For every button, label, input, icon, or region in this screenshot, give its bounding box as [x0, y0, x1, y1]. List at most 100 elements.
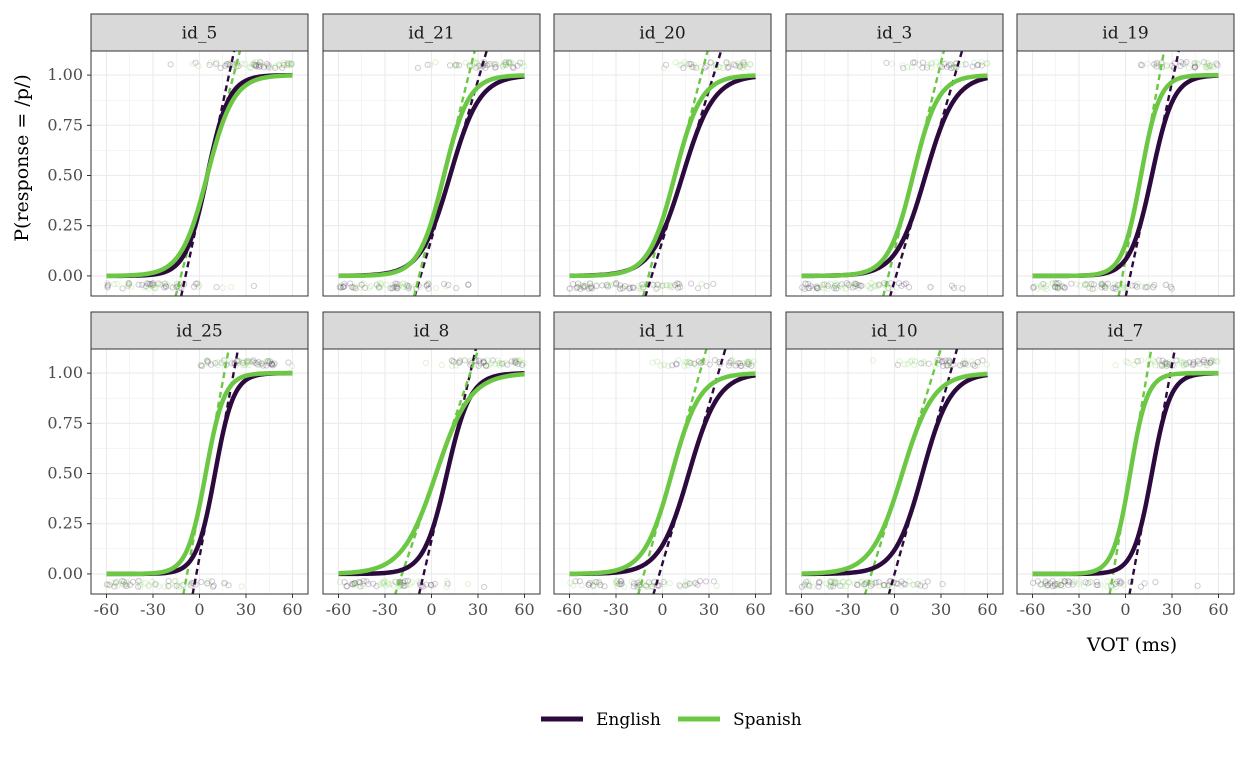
grid	[91, 349, 308, 594]
panel-border	[553, 50, 772, 297]
strip-background	[785, 13, 1004, 52]
raw-points	[567, 356, 757, 591]
x-tick-label: -60	[557, 600, 583, 619]
x-tick-label: -30	[140, 600, 166, 619]
x-tick-label: 60	[977, 600, 997, 619]
x-tick-label: 0	[889, 600, 899, 619]
x-tick-label: -60	[789, 600, 815, 619]
y-tick-label: 0.50	[47, 166, 83, 185]
curve-spanish	[801, 73, 988, 279]
raw-points	[566, 59, 754, 292]
strip-label: id_21	[408, 24, 454, 44]
facet-id_11: id_11 -60 -30 0 30 60	[553, 311, 772, 619]
x-tick-label: 0	[1120, 600, 1130, 619]
x-axis-title: VOT (ms)	[1086, 634, 1177, 656]
tangent-english	[413, 51, 488, 296]
strip-label: id_20	[639, 24, 685, 44]
curve-spanish	[569, 73, 756, 279]
grid	[1017, 51, 1234, 296]
raw-points	[103, 357, 296, 591]
y-tick-label: 0.25	[47, 514, 83, 533]
curve-spanish	[801, 371, 988, 576]
y-tick-label: 0.00	[47, 266, 83, 285]
x-tick-label: 60	[1208, 600, 1228, 619]
y-tick-label: 0.50	[47, 464, 83, 483]
strip-label: id_11	[639, 322, 685, 342]
x-tick-label: 0	[426, 600, 436, 619]
strip-background	[1016, 13, 1235, 52]
strip-label: id_25	[176, 322, 222, 342]
curve-spanish	[106, 370, 293, 577]
y-tick-label: 0.00	[47, 564, 83, 583]
y-tick-label: 1.00	[47, 363, 83, 382]
tangent-english	[644, 51, 723, 296]
y-tick-label: 0.75	[47, 115, 83, 134]
x-tick-label: -30	[835, 600, 861, 619]
curve-english	[338, 371, 525, 577]
facet-id_25: id_25 -60 -30 0 30 60 0.00 0.25 0.50 0.75 1.00	[47, 311, 309, 619]
y-tick-label: 1.00	[47, 65, 83, 84]
facet-id_5: id_5 0.00 0.25 0.50 0.75 1.00	[47, 13, 309, 297]
curve-spanish	[338, 371, 525, 576]
x-tick-label: 30	[468, 600, 488, 619]
facet-id_20: id_20	[553, 13, 772, 297]
panel-border	[322, 50, 541, 297]
y-tick-label: 0.25	[47, 216, 83, 235]
facet-id_19: id_19	[1016, 13, 1235, 297]
facet-id_8: id_8 -60 -30 0 30 60	[322, 311, 541, 619]
strip-label: id_3	[877, 24, 913, 44]
y-tick-label: 0.75	[47, 413, 83, 432]
strip-background	[785, 311, 1004, 350]
strip-label: id_10	[871, 322, 917, 342]
x-tick-label: -30	[372, 600, 398, 619]
strip-background	[90, 13, 309, 52]
tangent-spanish	[863, 349, 942, 594]
raw-points	[1029, 356, 1221, 591]
facet-id_3: id_3	[785, 13, 1004, 297]
raw-points	[336, 356, 527, 591]
x-tick-label: -30	[603, 600, 629, 619]
curve-spanish	[106, 73, 293, 279]
x-tick-label: 60	[282, 600, 302, 619]
grid	[323, 349, 540, 594]
x-tick-label: -30	[1066, 600, 1092, 619]
grid	[554, 51, 771, 296]
strip-label: id_7	[1108, 322, 1144, 342]
strip-label: id_5	[182, 24, 218, 44]
strip-background	[553, 311, 772, 350]
legend-label-spanish: Spanish	[733, 710, 802, 730]
curve-spanish	[1032, 72, 1219, 279]
curve-spanish	[338, 73, 525, 279]
panel-border	[785, 50, 1004, 297]
strip-label: id_19	[1102, 24, 1148, 44]
legend-label-english: English	[596, 710, 661, 730]
x-tick-label: 30	[931, 600, 951, 619]
panel-border	[1016, 50, 1235, 297]
strip-background	[1016, 311, 1235, 350]
x-tick-label: -60	[94, 600, 120, 619]
x-tick-label: 30	[1162, 600, 1182, 619]
strip-background	[322, 311, 541, 350]
x-tick-label: 60	[745, 600, 765, 619]
strip-label: id_8	[414, 322, 450, 342]
x-tick-label: 60	[514, 600, 534, 619]
x-tick-label: -60	[1020, 600, 1046, 619]
facet-id_21: id_21	[322, 13, 541, 297]
raw-points	[336, 59, 528, 292]
raw-points	[1030, 58, 1221, 293]
y-axis-title: P(response = /p/)	[11, 74, 33, 241]
curve-spanish	[569, 371, 756, 577]
raw-points	[798, 357, 990, 590]
x-tick-label: -60	[326, 600, 352, 619]
strip-background	[553, 13, 772, 52]
x-tick-label: 0	[657, 600, 667, 619]
facet-id_7: id_7 -60 -30 0 30 60	[1016, 311, 1235, 619]
x-tick-label: 30	[699, 600, 719, 619]
curve-spanish	[1032, 370, 1219, 577]
strip-background	[322, 13, 541, 52]
legend: English Spanish	[541, 710, 802, 730]
facet-id_10: id_10 -60 -30 0 30 60	[785, 311, 1004, 619]
strip-background	[90, 311, 309, 350]
